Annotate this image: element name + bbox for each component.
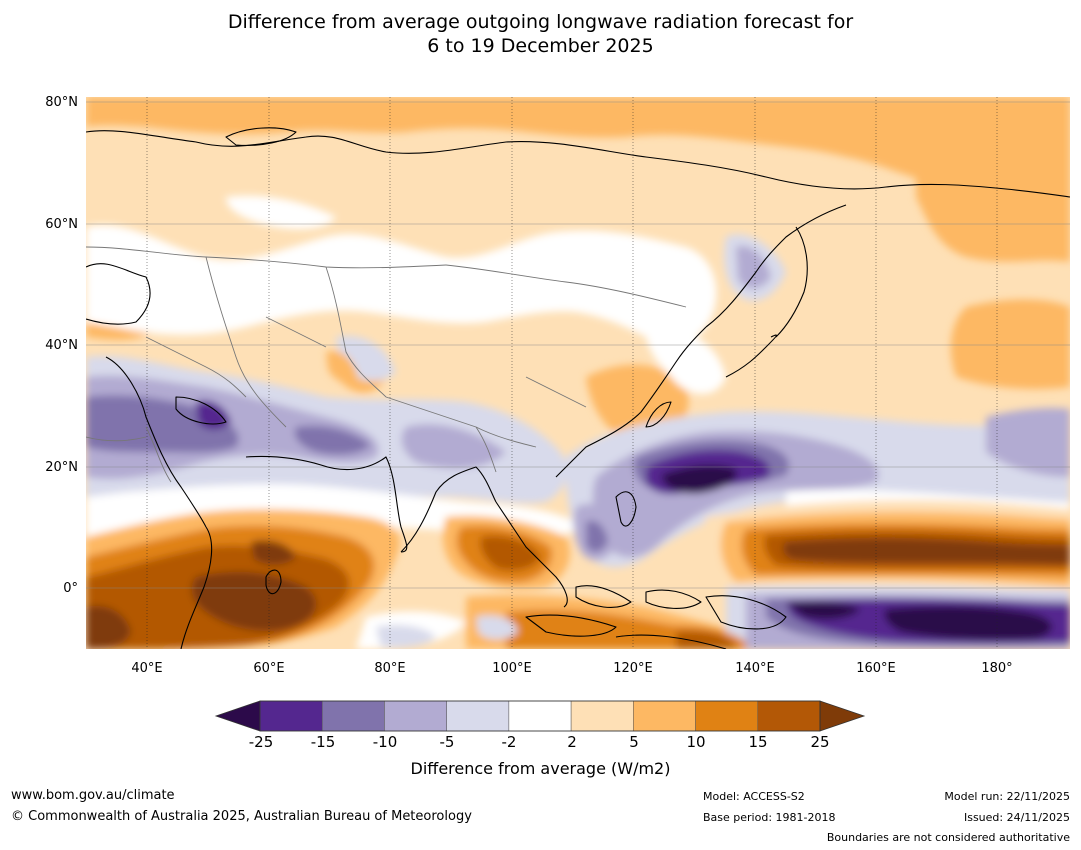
colorbar-segment: [757, 700, 821, 732]
lon-label-40e: 40°E: [131, 661, 163, 676]
colorbar-segment: [633, 700, 696, 732]
colorbar-segment: [321, 700, 385, 732]
country-boundaries: [86, 246, 687, 483]
base-period-text: Base period: 1981-2018: [703, 811, 836, 824]
colorbar-tick: -10: [372, 733, 398, 751]
colorbar-extend-high: [819, 700, 866, 732]
colorbar-segment: [384, 700, 447, 732]
colorbar-tick: 5: [629, 733, 639, 751]
colorbar-tick: 25: [810, 733, 830, 751]
lat-label-40n: 40°N: [45, 338, 78, 353]
colorbar-segment: [446, 700, 510, 732]
colorbar-segment: [508, 700, 572, 732]
website-link[interactable]: www.bom.gov.au/climate: [11, 788, 175, 803]
issued-text: Issued: 24/11/2025: [963, 811, 1070, 824]
coastlines: [86, 127, 1070, 649]
lon-label-160e: 160°E: [856, 661, 896, 676]
lat-label-20n: 20°N: [45, 460, 78, 475]
lon-label-140e: 140°E: [735, 661, 775, 676]
lon-label-180: 180°: [981, 661, 1013, 676]
colorbar-tick: 10: [686, 733, 706, 751]
colorbar-segment: [259, 700, 323, 732]
colorbar-segment: [695, 700, 759, 732]
title-line-2: 6 to 19 December 2025: [427, 35, 654, 57]
graticule: [86, 101, 1070, 589]
colorbar-segment: [570, 700, 634, 732]
colorbar-tick: -2: [501, 733, 517, 751]
lon-label-60e: 60°E: [253, 661, 285, 676]
lon-label-120e: 120°E: [613, 661, 653, 676]
colorbar-tick: -15: [310, 733, 336, 751]
colorbar-extend-low: [214, 700, 261, 732]
arctic-positive-anomaly: [86, 97, 1070, 193]
lon-label-80e: 80°E: [374, 661, 406, 676]
colorbar-tick: 2: [567, 733, 577, 751]
model-text: Model: ACCESS-S2: [703, 790, 805, 803]
copyright-text: © Commonwealth of Australia 2025, Austra…: [11, 809, 472, 824]
colorbar-label: Difference from average (W/m2): [410, 759, 671, 778]
disclaimer-text: Boundaries are not considered authoritat…: [826, 831, 1070, 844]
colorbar: [214, 700, 866, 732]
model-run-text: Model run: 22/11/2025: [944, 790, 1070, 803]
colorbar-tick: -25: [248, 733, 274, 751]
neutral-region-north: [86, 224, 717, 346]
lon-label-100e: 100°E: [492, 661, 532, 676]
lat-label-0: 0°: [63, 581, 78, 596]
lat-label-80n: 80°N: [45, 95, 78, 110]
lat-label-60n: 60°N: [45, 217, 78, 232]
olr-anomaly-map: [86, 97, 1070, 649]
colorbar-tick: -5: [439, 733, 455, 751]
colorbar-tick: 15: [748, 733, 768, 751]
chart-title: Difference from average outgoing longwav…: [0, 10, 1081, 58]
title-line-1: Difference from average outgoing longwav…: [227, 11, 854, 33]
